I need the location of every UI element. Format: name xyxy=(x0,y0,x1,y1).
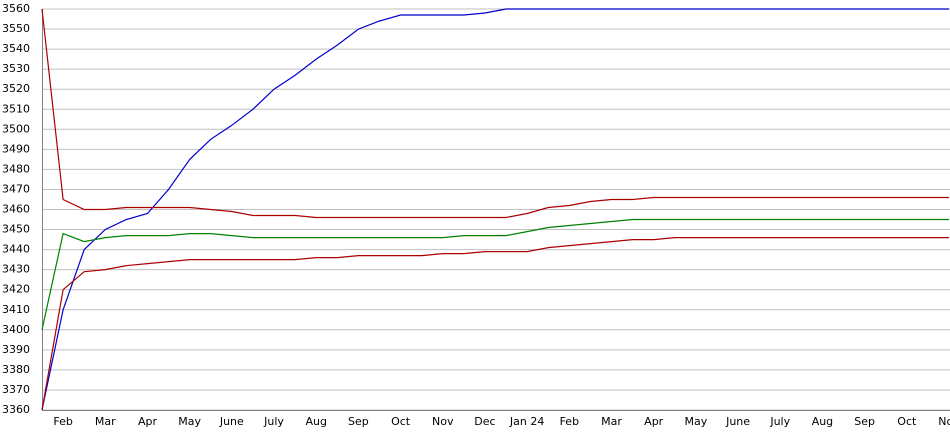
series-line xyxy=(41,218,949,330)
x-tick-label: Sep xyxy=(348,415,369,428)
x-tick-label: June xyxy=(725,415,750,428)
series-line xyxy=(41,8,949,219)
y-tick-label: 3560 xyxy=(2,2,30,15)
x-tick-label: Mar xyxy=(601,415,622,428)
y-tick-label: 3400 xyxy=(2,323,30,336)
y-tick-label: 3520 xyxy=(2,82,30,95)
x-tick-label: Oct xyxy=(391,415,411,428)
series-line xyxy=(41,237,949,411)
x-tick-label: Aug xyxy=(305,415,326,428)
x-tick-label: Sep xyxy=(854,415,875,428)
x-tick-label: June xyxy=(219,415,244,428)
y-tick-label: 3460 xyxy=(2,203,30,216)
x-tick-label: Apr xyxy=(138,415,158,428)
x-tick-label: Nov xyxy=(938,415,950,428)
x-tick-label: May xyxy=(685,415,708,428)
x-tick-label: Nov xyxy=(432,415,454,428)
y-tick-label: 3540 xyxy=(2,42,30,55)
y-tick-label: 3380 xyxy=(2,363,30,376)
y-tick-label: 3360 xyxy=(2,403,30,416)
y-tick-label: 3440 xyxy=(2,243,30,256)
x-tick-label: July xyxy=(769,415,790,428)
y-tick-label: 3390 xyxy=(2,343,30,356)
x-tick-label: Aug xyxy=(812,415,833,428)
x-tick-label: Dec xyxy=(474,415,495,428)
series-line xyxy=(41,8,949,411)
x-tick-label: Apr xyxy=(644,415,664,428)
y-tick-label: 3430 xyxy=(2,263,30,276)
x-tick-label: Feb xyxy=(560,415,579,428)
y-tick-label: 3420 xyxy=(2,283,30,296)
y-tick-label: 3550 xyxy=(2,22,30,35)
y-tick-label: 3470 xyxy=(2,182,30,195)
x-tick-label: May xyxy=(178,415,201,428)
x-tick-label: Mar xyxy=(95,415,116,428)
x-tick-label: Feb xyxy=(53,415,72,428)
y-tick-label: 3490 xyxy=(2,142,30,155)
x-tick-label: Jan 24 xyxy=(509,415,544,428)
y-tick-label: 3370 xyxy=(2,383,30,396)
y-tick-label: 3480 xyxy=(2,162,30,175)
y-tick-label: 3510 xyxy=(2,102,30,115)
x-tick-label: Oct xyxy=(897,415,917,428)
y-tick-label: 3450 xyxy=(2,223,30,236)
x-tick-label: July xyxy=(263,415,284,428)
y-tick-label: 3500 xyxy=(2,122,30,135)
y-tick-label: 3410 xyxy=(2,303,30,316)
y-tick-label: 3530 xyxy=(2,62,30,75)
